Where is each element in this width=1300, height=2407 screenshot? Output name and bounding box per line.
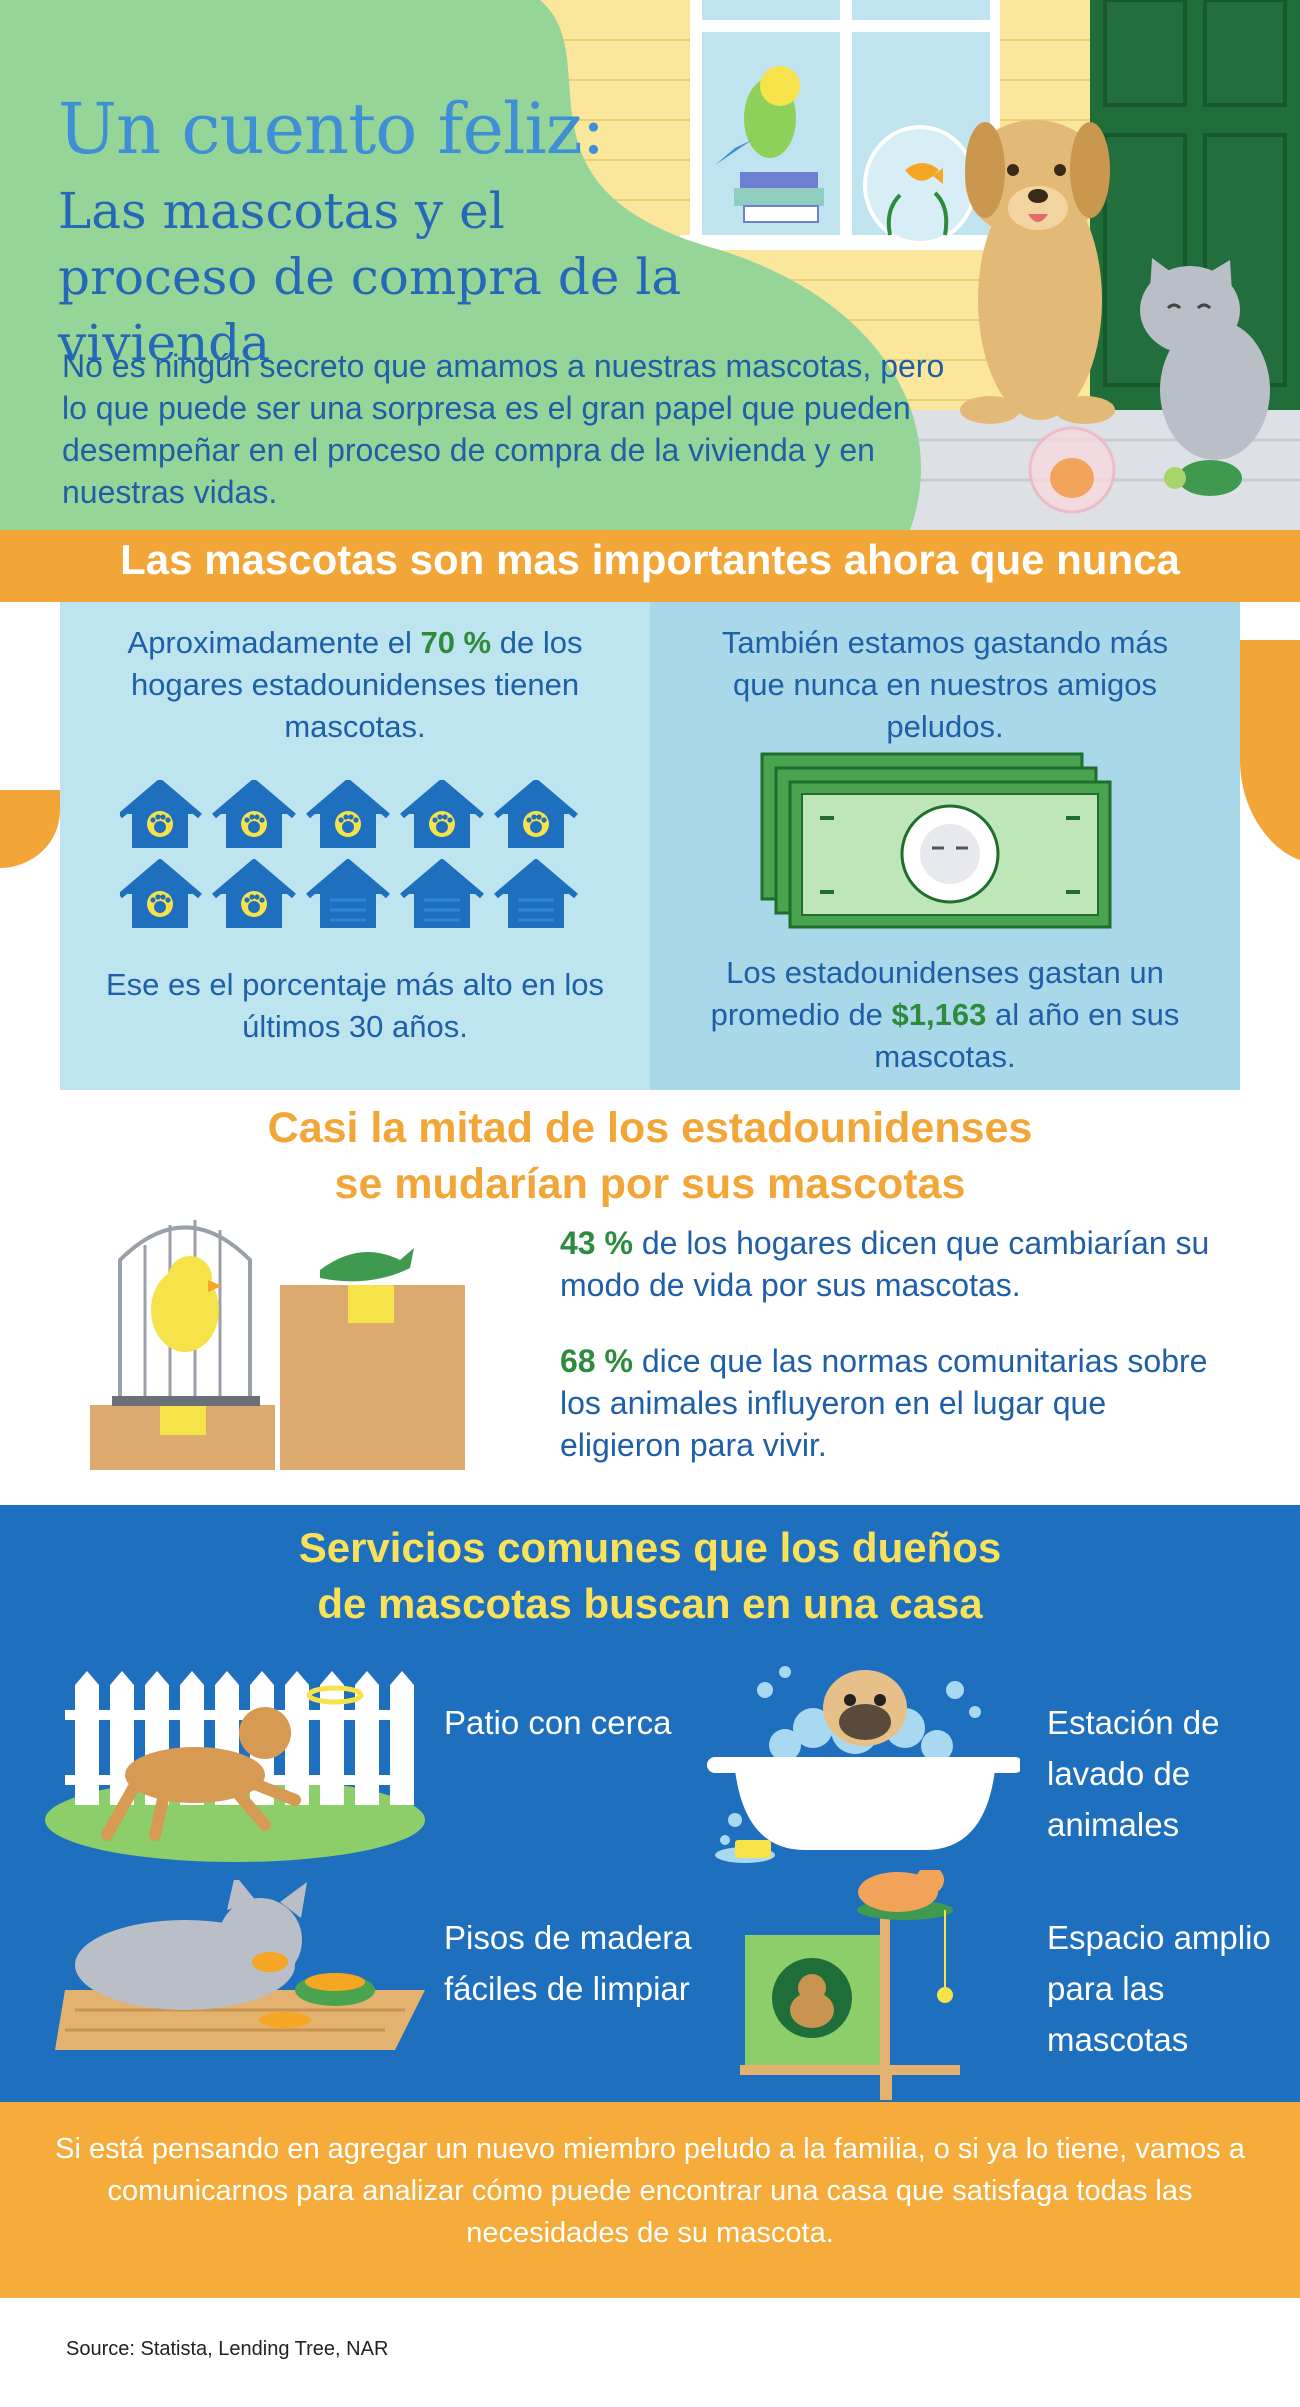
services-title: Servicios comunes que los dueños de masc…	[298, 1524, 1002, 1627]
house-icon	[306, 859, 390, 928]
header-banner	[0, 0, 1300, 530]
cta-text: Si está pensando en agregar un nuevo mie…	[55, 2133, 1245, 2249]
service-label-floors: Pisos de madera fáciles de limpiar	[444, 1919, 692, 2007]
page-subtitle: Las mascotas y el proceso de compra de l…	[58, 182, 682, 372]
cta-banner	[0, 2102, 1300, 2298]
pet-ownership-footer: Ese es el porcentaje más alto en los últ…	[106, 967, 604, 1044]
moving-stat-lifestyle: 43 % de los hogares dicen que cambiarían…	[560, 1225, 1210, 1303]
page-title: Un cuento feliz:	[58, 88, 605, 170]
pet-ownership-text: Aproximadamente el 70 % de los hogares e…	[127, 625, 583, 744]
house-with-pet-icon	[212, 859, 296, 928]
fenced-yard-dog-icon	[45, 1671, 425, 1862]
header-illustration	[0, 0, 1300, 530]
service-label-yard: Patio con cerca	[444, 1704, 672, 1741]
pet-spending-footer: Los estadounidenses gastan un promedio d…	[710, 955, 1180, 1074]
bird-cage-boxes-icon	[90, 1220, 465, 1470]
importance-banner	[0, 530, 1300, 602]
service-label-wash: Estación de lavado de animales	[1047, 1704, 1220, 1843]
house-icon-grid	[120, 780, 600, 940]
moving-stat-community: 68 % dice que las normas comunitarias so…	[560, 1343, 1208, 1463]
pet-ownership-panel: Aproximadamente el 70 % de los hogares e…	[60, 602, 650, 1090]
importance-title: Las mascotas son mas importantes ahora q…	[120, 536, 1180, 583]
house-with-pet-icon	[120, 780, 202, 848]
house-with-pet-icon	[306, 780, 390, 848]
house-icon	[494, 859, 578, 928]
orange-wave-right	[1240, 640, 1300, 860]
cat-tree-icon	[740, 1870, 960, 2100]
pet-spending-text: También estamos gastando más que nunca e…	[721, 625, 1169, 744]
house-with-pet-icon	[400, 780, 484, 848]
pet-spending-panel: También estamos gastando más que nunca e…	[650, 602, 1240, 1090]
cat-wood-floor-icon	[55, 1880, 425, 2050]
moving-title: Casi la mitad de los estadounidenses se …	[267, 1104, 1033, 1208]
house-icon	[400, 859, 484, 928]
pet-ownership-percent: 70 %	[420, 625, 492, 660]
intro-text: No es ningún secreto que amamos a nuestr…	[62, 348, 945, 510]
dog-bath-icon	[707, 1666, 1020, 1863]
service-label-space: Espacio amplio para las mascotas	[1047, 1919, 1271, 2058]
house-with-pet-icon	[120, 859, 202, 928]
orange-wave-left	[0, 790, 60, 868]
house-icons	[120, 780, 578, 928]
pet-spending-amount: $1,163	[891, 997, 987, 1032]
house-with-pet-icon	[212, 780, 296, 848]
house-with-pet-icon	[494, 780, 578, 848]
money-cat-icon	[760, 752, 1112, 929]
source-note: Source: Statista, Lending Tree, NAR	[66, 2338, 389, 2360]
